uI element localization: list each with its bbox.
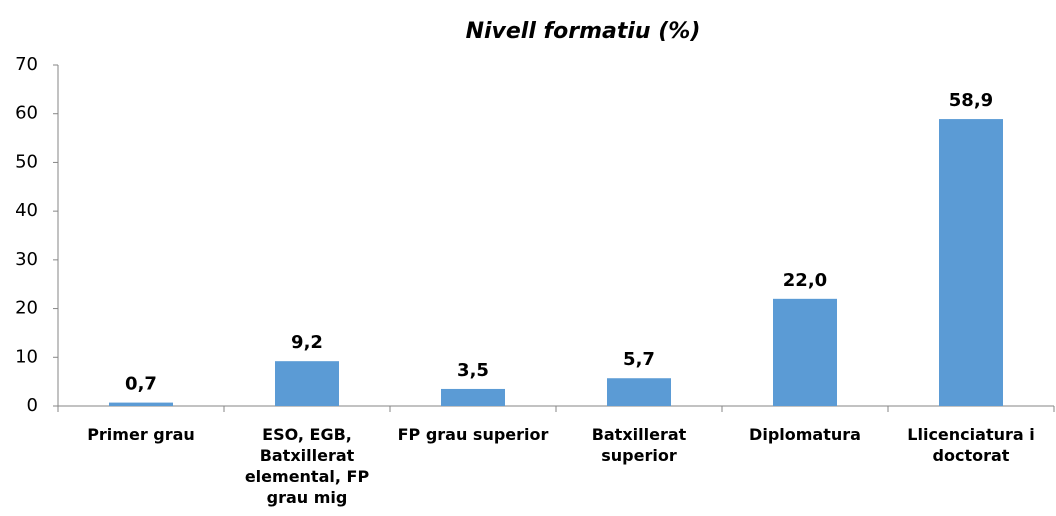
y-tick-label: 60 [15, 103, 38, 124]
value-label: 22,0 [783, 270, 827, 291]
y-tick-label: 70 [15, 54, 38, 75]
value-label: 5,7 [623, 349, 655, 370]
x-tick-label: Diplomatura [749, 425, 861, 444]
value-label: 9,2 [291, 332, 323, 353]
value-label: 3,5 [457, 360, 489, 381]
y-tick-label: 30 [15, 249, 38, 270]
x-tick-label: Batxillerat superior [591, 425, 687, 465]
x-tick-label: Primer grau [87, 425, 195, 444]
bar [939, 119, 1003, 406]
value-label: 58,9 [949, 90, 993, 111]
value-label: 0,7 [125, 374, 157, 395]
x-tick-label: Llicenciatura i doctorat [907, 425, 1035, 465]
y-tick-label: 50 [15, 151, 38, 172]
bar [441, 388, 505, 406]
y-tick-label: 20 [15, 298, 38, 319]
bar [773, 298, 837, 406]
y-tick-label: 0 [27, 395, 38, 416]
x-tick-label: FP grau superior [397, 425, 549, 444]
y-tick-label: 40 [15, 200, 38, 221]
y-tick-label: 10 [15, 346, 38, 367]
bar [607, 378, 671, 406]
chart-title: Nivell formatiu (%) [466, 19, 701, 44]
bar [109, 402, 173, 406]
bar [275, 361, 339, 406]
x-tick-label: ESO, EGB, Batxillerat elemental, FP grau… [244, 425, 370, 507]
